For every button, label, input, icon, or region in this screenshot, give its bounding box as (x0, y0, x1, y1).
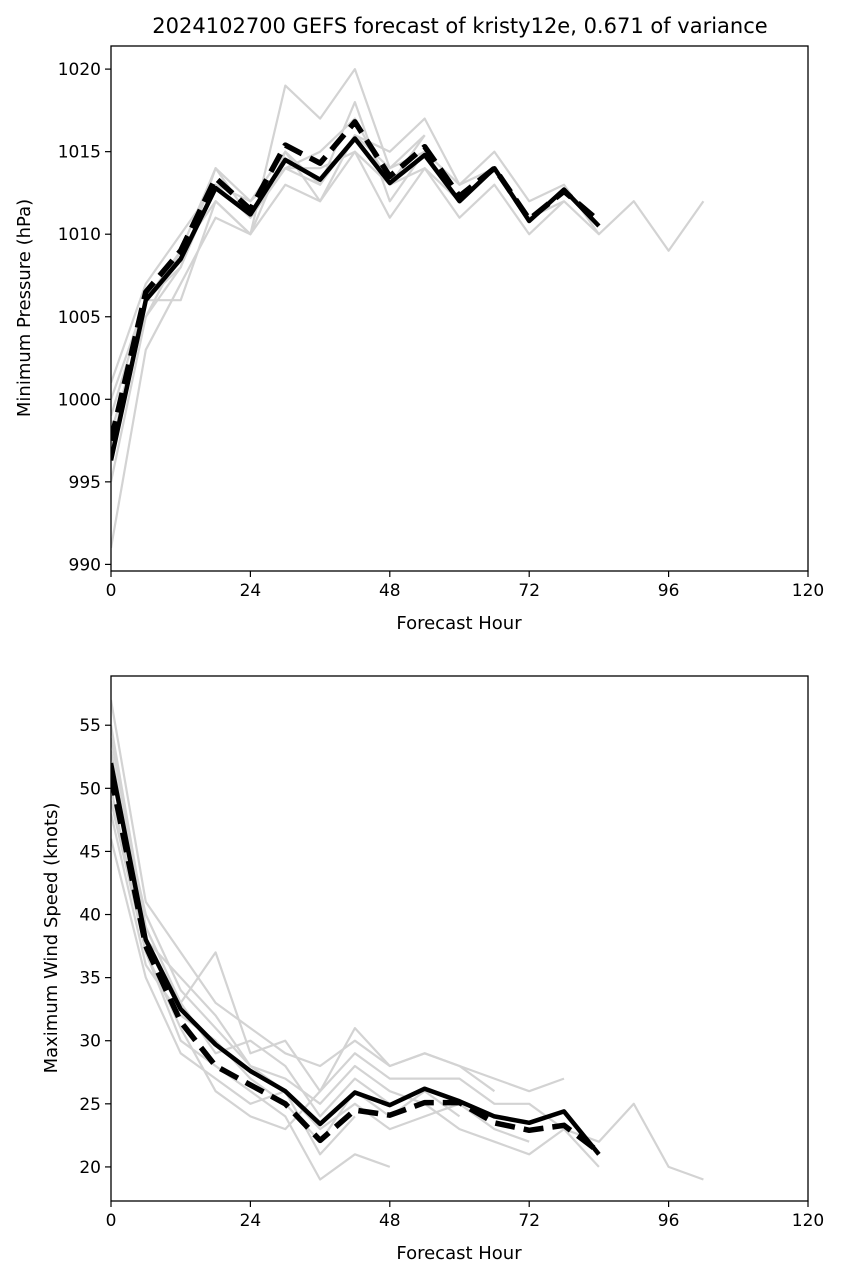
wind-plot: 0 24 48 72 96 120 20 25 30 35 40 45 50 55 (79, 675, 824, 1231)
wind-series-group (111, 699, 704, 1181)
pressure-plot: 0 24 48 72 96 120 990 995 1000 1005 1010 1015 1020 (58, 45, 824, 601)
wind-x-tick-label: 72 (518, 1211, 540, 1231)
wind-dashed-mean-line (111, 775, 601, 1154)
pressure-y-axis-label: Minimum Pressure (hPa) (14, 199, 35, 417)
pressure-ensemble-member-line-2 (111, 117, 705, 483)
pressure-ensemble-member-line-1 (111, 67, 426, 549)
pressure-x-tick-label: 120 (792, 581, 824, 601)
pressure-x-tick-label: 96 (658, 581, 680, 601)
wind-x-tick-label: 96 (658, 1211, 680, 1231)
wind-ensemble-member-line-1 (111, 699, 565, 1093)
pressure-y-tick-label: 1000 (58, 390, 101, 410)
pressure-y-tick-label: 995 (69, 473, 101, 493)
pressure-y-tick-label: 990 (69, 555, 101, 575)
pressure-plot-frame (110, 45, 809, 572)
wind-x-tick-label: 120 (792, 1211, 824, 1231)
pressure-x-tick-label: 0 (106, 581, 117, 601)
wind-x-tick-label: 48 (379, 1211, 401, 1231)
wind-ensemble-member-line-2 (111, 725, 704, 1181)
pressure-y-tick-label: 1005 (58, 308, 101, 328)
wind-x-axis-label: Forecast Hour (396, 1243, 522, 1264)
wind-y-tick-label: 55 (79, 716, 101, 736)
wind-x-tick-label: 24 (240, 1211, 262, 1231)
wind-y-tick-label: 20 (79, 1158, 101, 1178)
pressure-x-tick-label: 24 (240, 581, 262, 601)
pressure-x-axis-label: Forecast Hour (396, 613, 522, 634)
wind-x-tick-label: 0 (106, 1211, 117, 1231)
wind-solid-forecast-line (111, 762, 601, 1156)
wind-y-axis-label: Maximum Wind Speed (knots) (41, 803, 62, 1074)
chart-title: 2024102700 GEFS forecast of kristy12e, 0… (152, 14, 767, 38)
wind-y-tick-label: 35 (79, 969, 101, 989)
pressure-solid-forecast-line (111, 136, 601, 461)
pressure-y-tick-label: 1015 (58, 143, 101, 163)
wind-ensemble-member-line-8 (111, 737, 391, 1118)
pressure-y-tick-label: 1010 (58, 225, 101, 245)
wind-ensemble-member-line-4 (111, 788, 391, 1181)
wind-y-tick-label: 30 (79, 1032, 101, 1052)
pressure-x-tick-label: 72 (518, 581, 540, 601)
wind-plot-frame (110, 675, 809, 1202)
wind-y-tick-label: 40 (79, 906, 101, 926)
wind-ensemble-member-line-3 (111, 750, 600, 1168)
pressure-dashed-mean-line (111, 119, 601, 442)
wind-y-tick-label: 50 (79, 779, 101, 799)
pressure-ensemble-member-line-4 (111, 150, 565, 417)
pressure-series-group (111, 67, 705, 549)
wind-y-tick-label: 25 (79, 1095, 101, 1115)
pressure-x-tick-label: 48 (379, 581, 401, 601)
wind-y-tick-label: 45 (79, 842, 101, 862)
pressure-y-tick-label: 1020 (58, 60, 101, 80)
